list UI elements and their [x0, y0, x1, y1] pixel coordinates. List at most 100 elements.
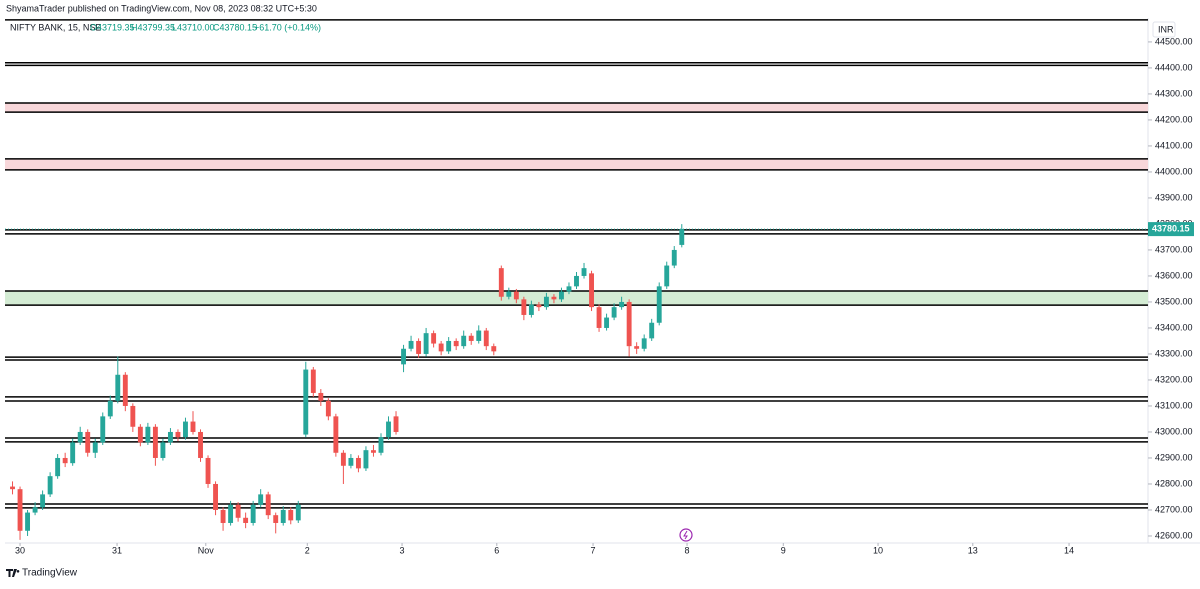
symbol: NIFTY BANK, 15, NSE — [10, 22, 101, 32]
candle-body — [528, 304, 534, 315]
candle-body — [423, 333, 429, 354]
y-tick-label: 43200.00 — [1155, 374, 1193, 384]
y-tick-label: 44100.00 — [1155, 140, 1193, 150]
y-tick-label: 43100.00 — [1155, 400, 1193, 410]
candle-body — [310, 369, 316, 393]
candle-body — [318, 392, 324, 401]
x-tick-label: 31 — [112, 545, 122, 555]
candle-body — [183, 421, 188, 438]
candle-body — [325, 400, 331, 417]
candle-body — [280, 509, 286, 523]
footer: TradingView — [6, 568, 78, 579]
candle-body — [371, 450, 376, 453]
candle-body — [483, 330, 489, 347]
candle-body — [85, 431, 91, 453]
candle-body — [611, 307, 617, 318]
candle-body — [228, 504, 234, 523]
candle-body — [333, 416, 339, 453]
y-tick-label: 43300.00 — [1155, 348, 1193, 358]
candle-body — [491, 346, 497, 352]
candle-body — [446, 340, 452, 352]
y-tick-label: 44500.00 — [1155, 36, 1193, 46]
candle-body — [152, 426, 158, 458]
x-tick-label: 7 — [591, 545, 596, 555]
candle-body — [70, 442, 76, 464]
candle-body — [213, 483, 218, 510]
candle-body — [551, 296, 557, 300]
legend-low: L43710.00 — [172, 22, 215, 32]
candle-body — [25, 512, 31, 531]
x-tick-label: 6 — [494, 545, 499, 555]
candle-body — [295, 504, 301, 521]
candle-body — [243, 517, 249, 523]
x-tick-label: 30 — [15, 545, 25, 555]
candle-body — [408, 340, 414, 349]
currency-box[interactable] — [1152, 21, 1176, 38]
legend-high: H43799.35 — [131, 22, 175, 32]
publisher-line: ShyamaTrader published on TradingView.co… — [6, 3, 317, 13]
x-tick-label: Nov — [198, 545, 215, 555]
candle-body — [250, 504, 256, 523]
candle-body — [649, 322, 655, 339]
y-tick-label: 42600.00 — [1155, 530, 1193, 540]
candle-body — [288, 509, 294, 521]
last-price-tag — [1148, 222, 1194, 237]
y-tick-label: 43000.00 — [1155, 426, 1193, 436]
y-tick-label: 43700.00 — [1155, 244, 1193, 254]
candle-body — [626, 301, 632, 347]
y-tick-label: 44000.00 — [1155, 166, 1193, 176]
x-tick-label: 10 — [873, 545, 883, 555]
candle-body — [671, 249, 677, 266]
candle-body — [461, 335, 467, 347]
candle-body — [145, 426, 151, 443]
candle-body — [476, 330, 482, 341]
y-tick-label: 42900.00 — [1155, 452, 1193, 462]
candle-body — [506, 291, 512, 297]
candle-body — [137, 426, 143, 443]
candle-body — [167, 431, 173, 443]
y-tick-label: 43400.00 — [1155, 322, 1193, 332]
candle-body — [10, 486, 15, 490]
candle-body — [258, 494, 264, 505]
candle-body — [438, 343, 444, 352]
candle-body — [205, 457, 211, 484]
candle-body — [431, 333, 437, 344]
candle-body — [220, 509, 226, 523]
x-tick-label: 3 — [400, 545, 405, 555]
candle-body — [604, 317, 610, 328]
candle-body — [619, 301, 625, 308]
candle-body — [40, 494, 46, 508]
candle-body — [679, 229, 685, 245]
candle-body — [130, 405, 136, 427]
candle-body — [401, 348, 406, 365]
candle-body — [581, 268, 587, 276]
event-icon[interactable] — [679, 528, 693, 542]
candle-body — [634, 346, 640, 349]
legend-open: O43719.35 — [90, 22, 135, 32]
y-tick-label: 43900.00 — [1155, 192, 1193, 202]
candle-body — [175, 431, 181, 438]
candle-body — [536, 304, 542, 308]
candle-body — [386, 421, 391, 438]
candle-body — [468, 335, 474, 341]
currency: INR — [1158, 24, 1174, 34]
legend-close: C43780.15 — [213, 22, 257, 32]
candle-body — [656, 286, 662, 323]
footer-brand: TradingView — [22, 568, 78, 579]
candle-body — [115, 374, 121, 401]
candle-body — [100, 416, 106, 443]
zone — [5, 103, 1148, 113]
zone — [5, 158, 1148, 170]
candle-body — [378, 437, 384, 453]
candle-body — [55, 457, 61, 477]
candle-body — [77, 431, 83, 443]
candle-body — [235, 504, 241, 518]
candle-body — [92, 442, 98, 453]
candle-body — [32, 507, 38, 513]
candle-body — [17, 489, 23, 531]
candle-body — [62, 457, 68, 464]
candle-body — [574, 275, 579, 287]
event-bolt — [683, 530, 688, 540]
logo — [6, 569, 20, 577]
